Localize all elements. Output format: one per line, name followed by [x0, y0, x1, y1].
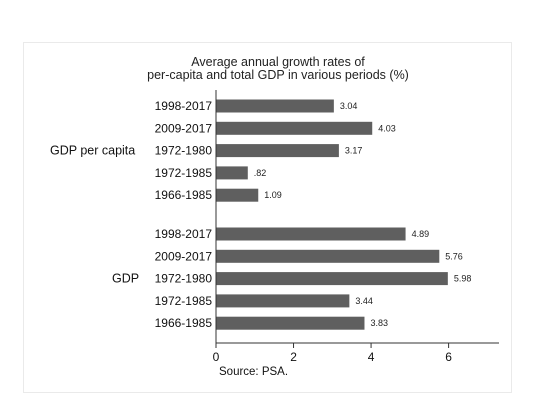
bar — [216, 249, 440, 263]
source-note: Source: PSA. — [219, 366, 288, 378]
chart-title-line-1: Average annual growth rates of — [191, 55, 365, 69]
bar — [216, 272, 448, 286]
category-label: 1972-1980 — [155, 144, 213, 158]
bar — [216, 121, 373, 135]
value-label: 3.04 — [340, 101, 358, 111]
category-label: 1972-1985 — [155, 166, 213, 180]
value-label: 4.03 — [378, 123, 396, 133]
bar — [216, 99, 334, 113]
x-tick-label: 4 — [368, 350, 375, 364]
bar — [216, 316, 365, 330]
category-label: 1998-2017 — [155, 227, 213, 241]
value-label: 4.89 — [412, 229, 430, 239]
value-label: 1.09 — [264, 190, 282, 200]
value-label: .82 — [254, 168, 267, 178]
category-label: 1966-1985 — [155, 316, 213, 330]
category-label: 2009-2017 — [155, 121, 213, 135]
value-label: 3.44 — [355, 296, 373, 306]
x-tick-label: 0 — [213, 350, 220, 364]
category-label: 1972-1985 — [155, 294, 213, 308]
group-label: GDP per capita — [50, 144, 135, 158]
value-label: 3.17 — [345, 146, 363, 156]
bar — [216, 144, 339, 158]
value-label: 3.83 — [370, 318, 388, 328]
bar — [216, 188, 259, 202]
chart-title-line-2: per-capita and total GDP in various peri… — [147, 68, 409, 82]
value-label: 5.76 — [445, 251, 463, 261]
value-label: 5.98 — [454, 274, 472, 284]
category-label: 1998-2017 — [155, 99, 213, 113]
bar — [216, 166, 248, 180]
x-tick-label: 6 — [445, 350, 452, 364]
category-label: 1966-1985 — [155, 188, 213, 202]
group-label: GDP — [112, 272, 139, 286]
category-label: 1972-1980 — [155, 272, 213, 286]
bar — [216, 294, 350, 308]
x-tick-label: 2 — [290, 350, 297, 364]
bar — [216, 227, 406, 241]
category-label: 2009-2017 — [155, 249, 213, 263]
